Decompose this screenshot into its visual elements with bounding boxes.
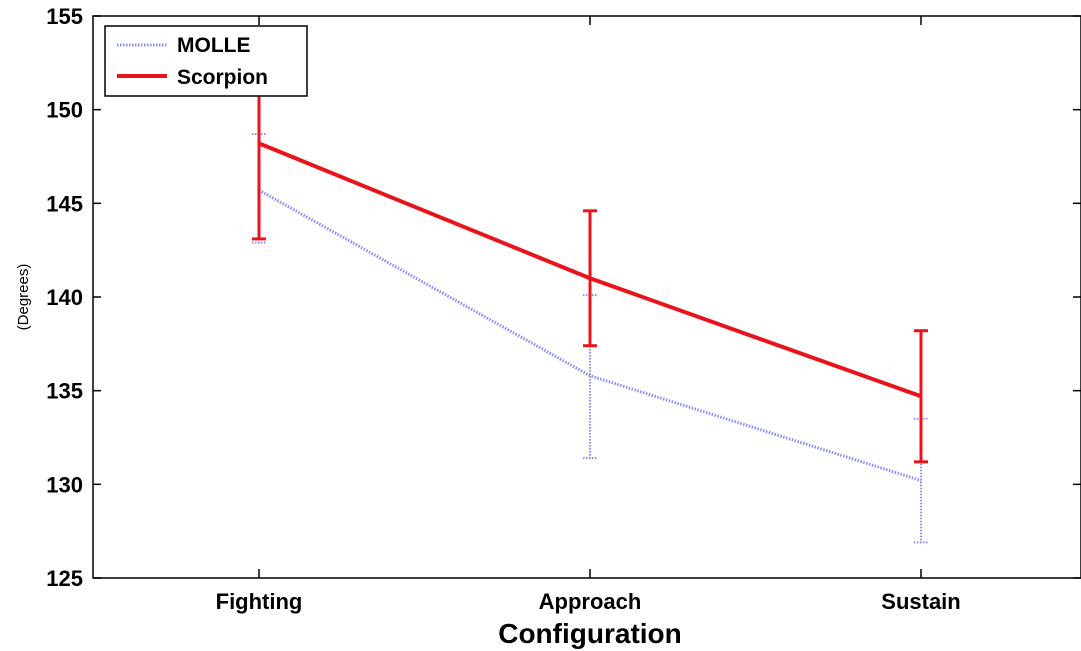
y-axis-label: (Degrees) [15,264,32,331]
x-tick-label: Sustain [881,589,960,614]
x-tick-label: Approach [539,589,642,614]
y-tick-label: 145 [46,191,83,216]
axes: 125 130 135 140 145 150 155 Fighting Approach Sus… [46,4,1081,614]
x-axis-label: Configuration [498,618,682,649]
legend: MOLLE Scorpion [104,25,308,97]
y-tick-label: 135 [46,379,83,404]
y-tick-label: 150 [46,98,83,123]
y-tick-label: 125 [46,566,83,591]
legend-label-scorpion: Scorpion [177,66,268,89]
legend-box [104,25,308,97]
legend-label-molle: MOLLE [177,34,251,57]
x-tick-label: Fighting [216,589,303,614]
plot-area [92,15,1081,579]
y-tick-label: 155 [46,4,83,29]
y-tick-label: 140 [46,285,83,310]
y-tick-label: 130 [46,472,83,497]
